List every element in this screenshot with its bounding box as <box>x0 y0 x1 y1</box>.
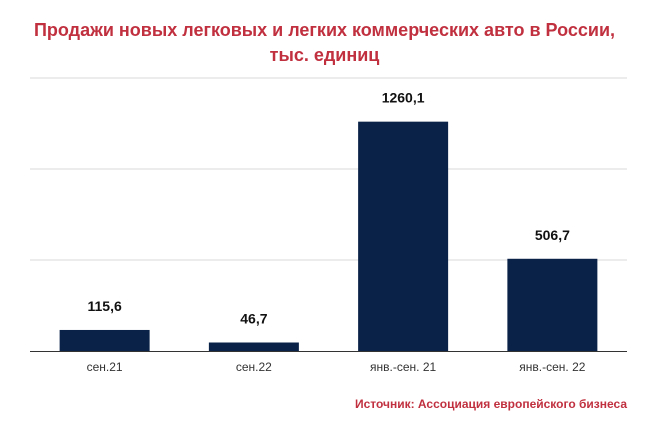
bar <box>59 329 150 351</box>
data-label: 115,6 <box>87 298 121 314</box>
x-tick-label: сен.22 <box>236 360 272 374</box>
bar <box>507 258 598 351</box>
source-note: Источник: Ассоциация европейского бизнес… <box>354 397 627 411</box>
data-label: 46,7 <box>240 311 267 327</box>
chart-title-line-2: тыс. единиц <box>269 45 380 65</box>
bar <box>208 342 299 351</box>
data-label: 1260,1 <box>382 90 425 106</box>
chart-title: Продажи новых легковых и легких коммерче… <box>0 18 649 68</box>
x-tick-label: янв.-сен. 22 <box>519 360 585 374</box>
x-tick-label: янв.-сен. 21 <box>370 360 436 374</box>
x-tick-label: сен.21 <box>87 360 123 374</box>
bar <box>358 121 449 351</box>
data-label: 506,7 <box>535 227 570 243</box>
chart-title-line-1: Продажи новых легковых и легких коммерче… <box>33 20 616 40</box>
